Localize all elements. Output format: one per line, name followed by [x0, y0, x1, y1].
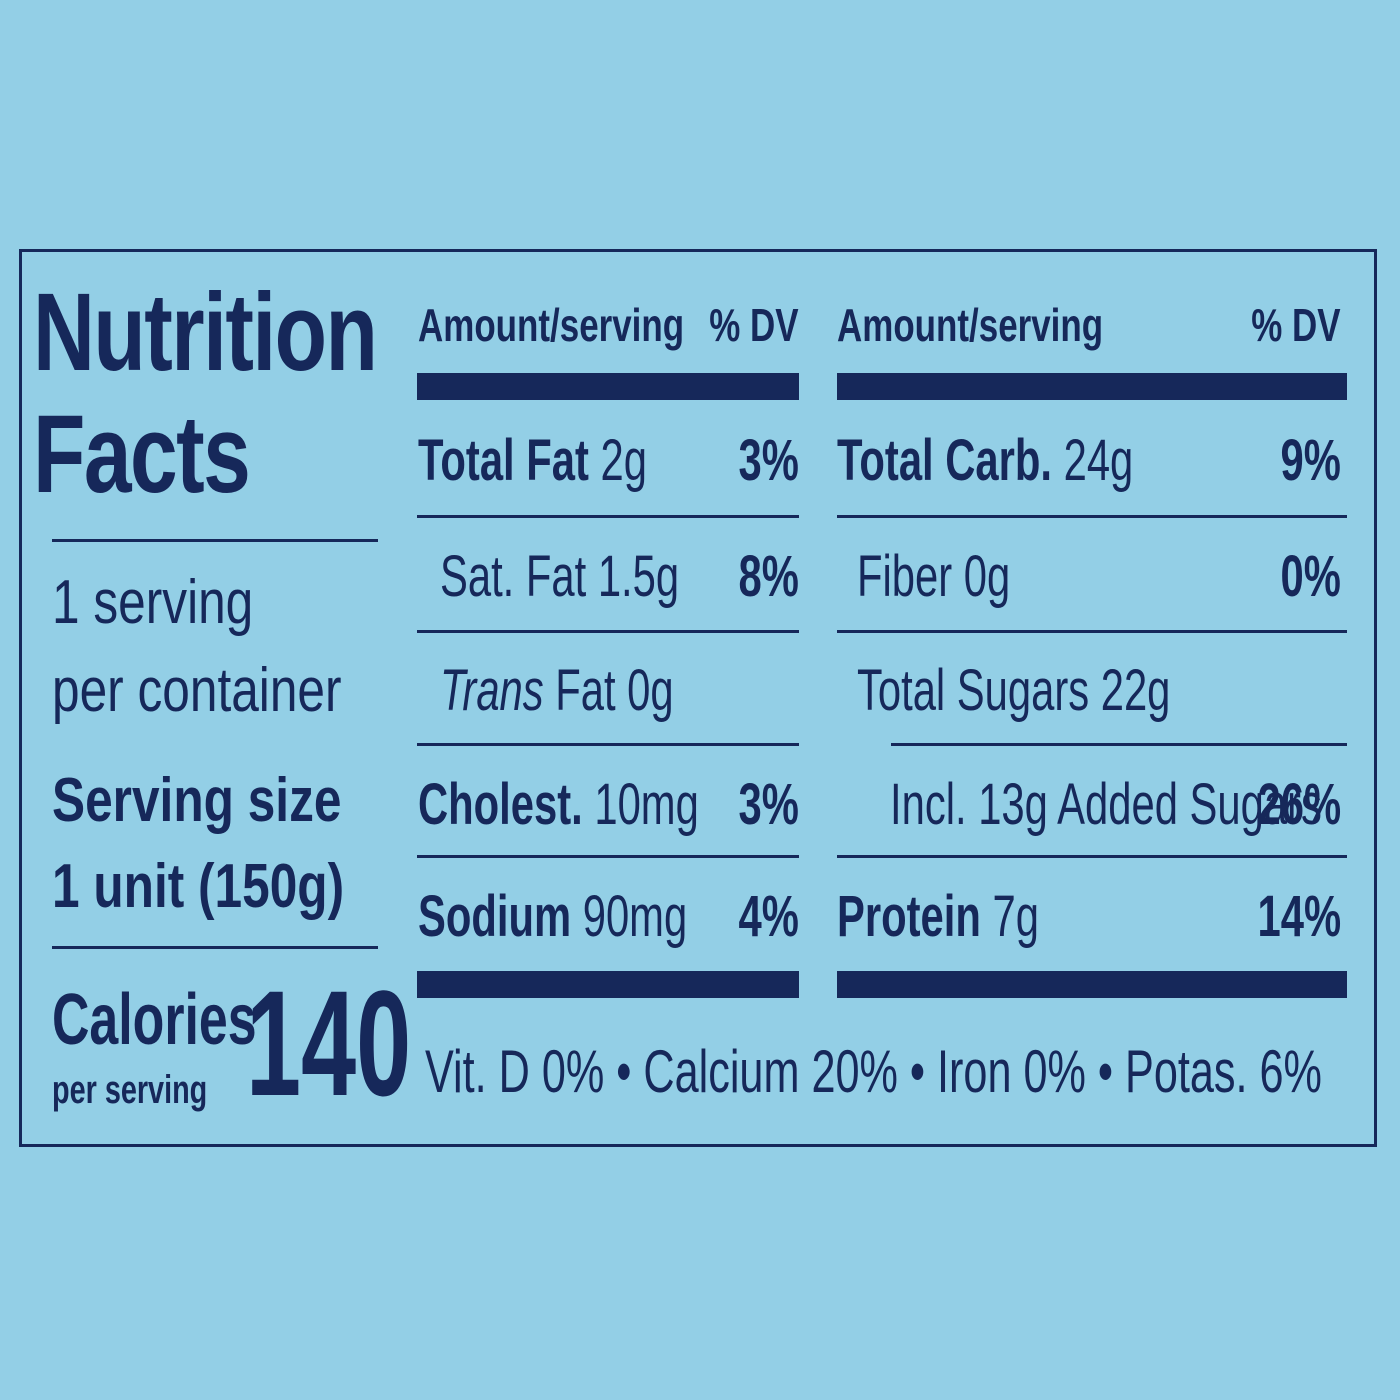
thick-divider	[417, 373, 799, 400]
divider	[417, 855, 799, 858]
servings-line-1: 1 serving	[52, 568, 254, 637]
right-row-added-sugars-dv: 26%	[1257, 772, 1341, 837]
left-row-trans-fat: Trans Fat 0g	[440, 658, 674, 723]
divider	[837, 630, 1347, 633]
divider	[837, 855, 1347, 858]
serving-size-value: 1 unit (150g)	[52, 852, 345, 921]
divider	[52, 539, 378, 542]
divider	[891, 743, 1347, 746]
divider	[52, 946, 378, 949]
left-row-total-fat-dv: 3%	[738, 428, 799, 493]
nutrition-facts-panel	[19, 249, 1377, 1147]
right-row-total-sugars: Total Sugars 22g	[857, 658, 1171, 723]
divider	[417, 743, 799, 746]
thick-divider	[837, 971, 1347, 998]
servings-line-2: per container	[52, 656, 342, 725]
right-header-dv: % DV	[1251, 299, 1341, 351]
left-header-amount: Amount/serving	[418, 299, 685, 351]
title-line-1: Nutrition	[33, 271, 378, 394]
right-row-total-carb-dv: 9%	[1280, 428, 1341, 493]
left-row-sodium: Sodium 90mg	[418, 884, 688, 949]
left-row-cholesterol: Cholest. 10mg	[418, 772, 699, 837]
left-row-sat-fat-dv: 8%	[738, 544, 799, 609]
divider	[417, 515, 799, 518]
right-header-amount: Amount/serving	[837, 299, 1104, 351]
calories-label: Calories	[52, 980, 257, 1060]
right-row-added-sugars: Incl. 13g Added Sugars	[890, 772, 1322, 837]
right-row-protein-dv: 14%	[1257, 884, 1341, 949]
left-row-sodium-dv: 4%	[738, 884, 799, 949]
right-row-fiber: Fiber 0g	[857, 544, 1011, 609]
right-row-protein: Protein 7g	[837, 884, 1039, 949]
right-row-total-carb: Total Carb. 24g	[837, 428, 1134, 493]
calories-value: 140	[246, 959, 412, 1127]
thick-divider	[837, 373, 1347, 400]
left-row-cholesterol-dv: 3%	[738, 772, 799, 837]
thick-divider	[417, 971, 799, 998]
divider	[417, 630, 799, 633]
title-line-2: Facts	[33, 393, 251, 516]
left-header-dv: % DV	[709, 299, 799, 351]
divider	[837, 515, 1347, 518]
vitamins-minerals-line: Vit. D 0% • Calcium 20% • Iron 0% • Pota…	[425, 1038, 1322, 1105]
serving-size-label: Serving size	[52, 766, 342, 835]
left-row-sat-fat: Sat. Fat 1.5g	[440, 544, 680, 609]
calories-sub-label: per serving	[52, 1068, 208, 1112]
left-row-total-fat: Total Fat 2g	[418, 428, 647, 493]
right-row-fiber-dv: 0%	[1280, 544, 1341, 609]
